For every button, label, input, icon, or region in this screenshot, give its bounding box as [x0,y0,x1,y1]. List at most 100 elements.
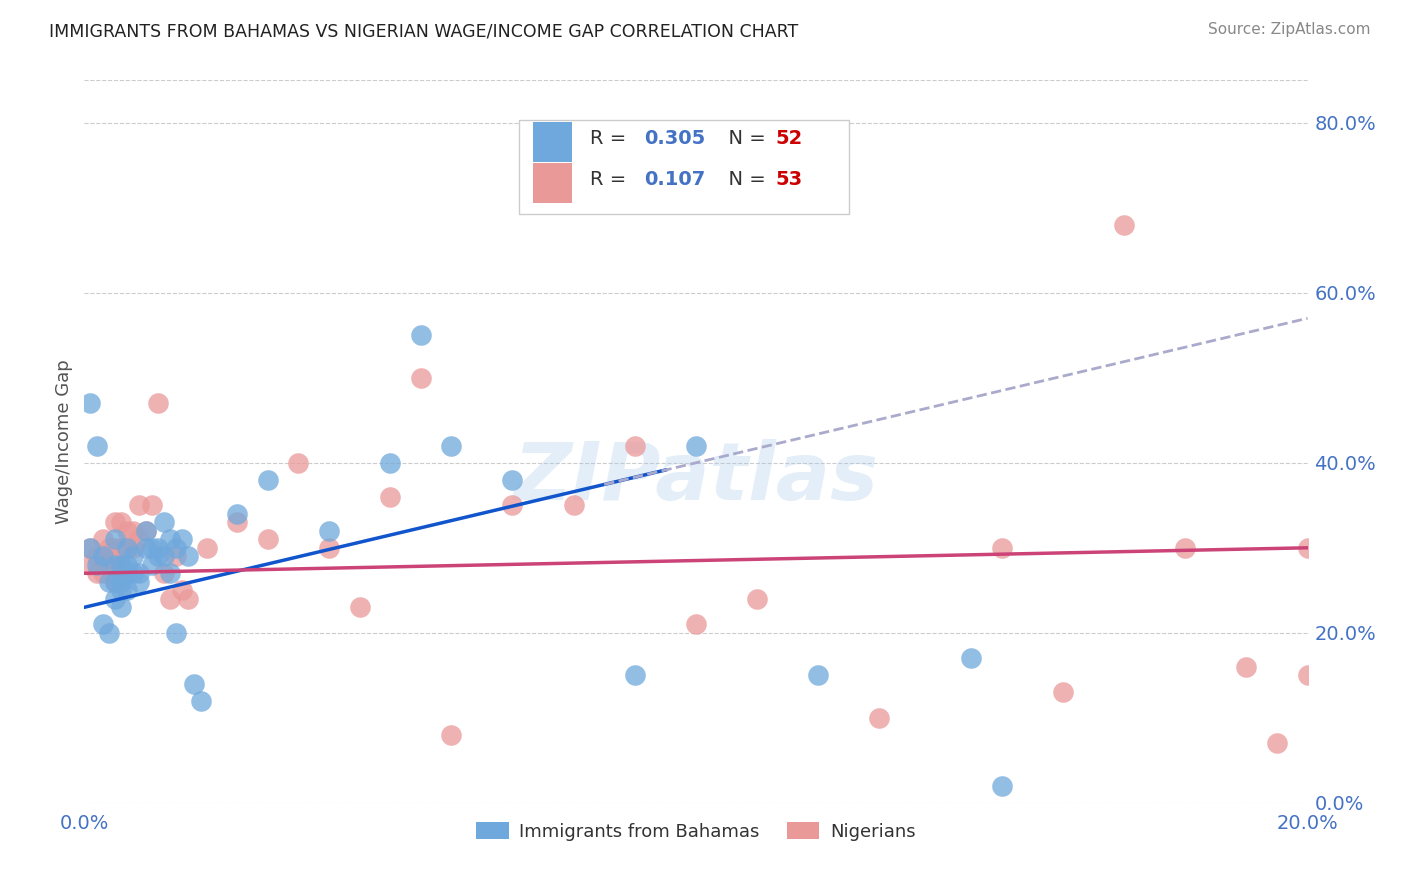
Point [97,574,120,589]
Point [110,558,132,572]
Point [128,574,150,589]
Point [104,558,127,572]
Point [380,456,402,470]
Point [110,574,132,589]
Point [226,516,249,530]
Point [172,583,194,598]
Point [409,371,432,385]
Text: R =: R = [589,128,638,147]
Point [115,541,138,555]
Point [165,549,187,564]
Point [115,541,138,555]
Point [146,549,169,564]
Point [122,566,145,581]
Point [440,439,463,453]
Point [128,533,150,547]
Point [153,516,176,530]
Point [128,498,150,512]
Point [79,558,101,572]
Point [257,533,280,547]
Point [159,566,181,581]
Point [110,516,132,530]
Point [104,533,127,547]
Point [141,541,163,555]
Legend: Immigrants from Bahamas, Nigerians: Immigrants from Bahamas, Nigerians [468,815,924,848]
Point [115,558,138,572]
Point [141,558,163,572]
Point [135,541,157,555]
Point [104,516,127,530]
Text: 52: 52 [776,128,803,147]
Point [165,625,187,640]
Point [86,439,108,453]
Point [226,507,249,521]
Point [146,541,169,555]
Point [128,566,150,581]
Text: 53: 53 [776,169,803,189]
Bar [533,122,572,162]
Point [153,549,176,564]
FancyBboxPatch shape [519,120,849,214]
Point [318,524,340,538]
Point [97,625,120,640]
Point [685,617,707,632]
Point [190,694,212,708]
Point [287,456,309,470]
Point [1236,660,1258,674]
Point [991,541,1014,555]
Text: Source: ZipAtlas.com: Source: ZipAtlas.com [1208,22,1371,37]
Point [115,583,138,598]
Point [79,396,101,410]
Point [159,533,181,547]
Point [1052,685,1074,699]
Point [177,591,200,606]
Point [104,541,127,555]
Point [1296,668,1319,682]
Point [122,541,145,555]
Point [172,533,194,547]
Text: R =: R = [589,169,638,189]
Point [115,524,138,538]
Point [807,668,830,682]
Point [110,600,132,615]
Point [502,473,524,487]
Point [869,711,891,725]
Point [624,668,647,682]
Point [110,583,132,598]
Point [177,549,200,564]
Point [1174,541,1197,555]
Point [86,558,108,572]
Text: ZIPatlas: ZIPatlas [513,439,879,516]
Point [91,533,114,547]
Point [318,541,340,555]
Point [91,549,114,564]
Point [165,541,187,555]
Text: 0.107: 0.107 [644,169,706,189]
Point [91,617,114,632]
Point [86,566,108,581]
Point [624,439,647,453]
Text: N =: N = [716,128,772,147]
Point [440,728,463,742]
Point [122,549,145,564]
Point [122,524,145,538]
Point [349,600,371,615]
Point [153,566,176,581]
Y-axis label: Wage/Income Gap: Wage/Income Gap [55,359,73,524]
Point [146,396,169,410]
Point [960,651,983,665]
Point [1114,218,1136,232]
Text: 0.305: 0.305 [644,128,706,147]
Point [257,473,280,487]
Point [562,498,585,512]
Point [502,498,524,512]
Point [115,566,138,581]
Point [91,549,114,564]
Point [1265,736,1288,750]
Text: N =: N = [716,169,772,189]
Point [104,574,127,589]
Point [747,591,769,606]
Point [91,566,114,581]
Point [110,541,132,555]
Point [104,574,127,589]
